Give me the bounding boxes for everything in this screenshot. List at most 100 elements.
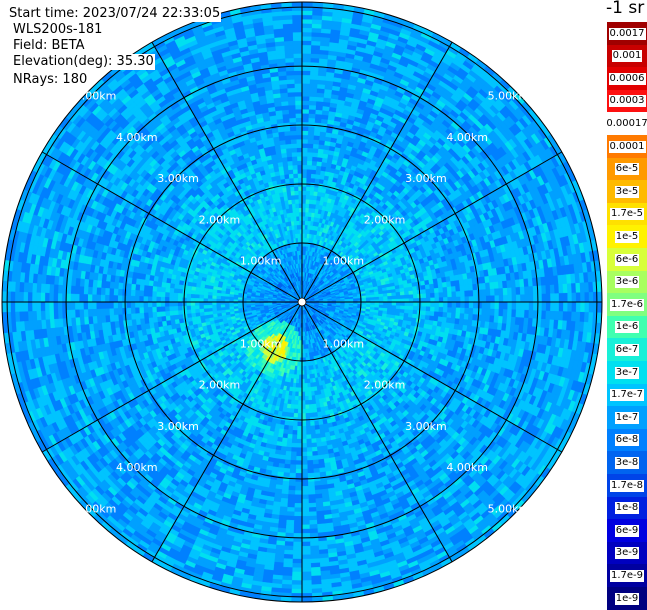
radar-cell — [302, 195, 306, 199]
radar-cell — [309, 199, 313, 204]
radar-cell — [286, 412, 291, 417]
radar-cell — [305, 383, 308, 388]
radar-cell — [195, 287, 200, 291]
radar-cell — [212, 293, 217, 296]
radar-cell — [294, 191, 298, 196]
radar-cell — [298, 413, 302, 417]
radar-cell — [413, 294, 417, 298]
radar-cell — [298, 191, 302, 195]
radar-cell — [212, 305, 216, 308]
radar-cell — [405, 306, 410, 310]
radar-cell — [204, 288, 209, 292]
radar-cell — [298, 199, 302, 203]
radar-cell — [305, 400, 309, 405]
radar-cell — [305, 221, 308, 225]
radar-cell — [298, 353, 300, 357]
radar-cell — [408, 313, 413, 317]
radar-cell — [298, 401, 302, 405]
radar-cell — [409, 298, 413, 302]
radar-cell — [309, 195, 313, 200]
radar-cell — [383, 308, 388, 311]
radar-cell — [297, 370, 300, 374]
radar-cell — [306, 195, 310, 200]
radar-cell — [313, 195, 317, 200]
radar-cell — [306, 186, 310, 190]
radar-cell — [396, 309, 401, 313]
radar-cell — [353, 304, 357, 306]
radar-cell — [404, 309, 409, 313]
radar-cell — [412, 314, 417, 319]
radar-cell — [295, 204, 299, 208]
radar-cell — [287, 408, 291, 413]
radar-cell — [392, 295, 396, 299]
radar-cell — [297, 366, 300, 370]
radar-cell — [195, 309, 200, 313]
radar-cell — [307, 221, 310, 226]
radar-cell — [404, 313, 409, 317]
radar-cell — [309, 404, 313, 409]
radar-cell — [302, 413, 306, 417]
radar-cell — [296, 379, 299, 383]
radar-cell — [191, 298, 195, 302]
radar-cell — [302, 199, 306, 203]
radar-cell — [306, 191, 310, 196]
radar-cell — [208, 295, 212, 299]
radar-cell — [413, 298, 417, 302]
radar-cell — [305, 396, 309, 400]
radar-cell — [366, 304, 370, 307]
radar-cell — [186, 294, 190, 298]
radar-cell — [293, 383, 296, 388]
radar-cell — [290, 191, 294, 196]
radar-cell — [396, 299, 400, 302]
radar-cell — [308, 208, 312, 213]
radar-cell — [212, 296, 216, 299]
radar-cell — [404, 291, 409, 295]
radar-cell — [295, 195, 299, 200]
radar-cell — [409, 290, 414, 294]
radar-cell — [362, 304, 366, 306]
radar-cell — [302, 401, 306, 405]
radar-cell — [199, 298, 203, 302]
radar-cell — [204, 305, 208, 309]
radar-cell — [304, 234, 307, 238]
radar-cell — [401, 302, 405, 306]
radar-cell — [313, 191, 317, 196]
radar-cell — [298, 409, 302, 413]
radar-cell — [298, 405, 302, 409]
radar-cell — [388, 296, 392, 299]
radar-cell — [396, 305, 400, 309]
radar-cell — [305, 199, 309, 204]
radar-cell — [195, 291, 200, 295]
radar-cell — [396, 292, 401, 296]
radar-cell — [298, 362, 300, 366]
radar-cell — [294, 186, 298, 190]
radar-cell — [304, 229, 307, 233]
radar-cell — [305, 216, 308, 221]
radar-cell — [195, 295, 200, 299]
radar-cell — [309, 396, 313, 401]
radar-cell — [287, 404, 291, 409]
radar-cell — [199, 295, 204, 299]
radar-cell — [291, 400, 295, 405]
radar-cell — [204, 309, 209, 313]
radar-cell — [195, 306, 200, 310]
radar-cell — [294, 409, 298, 414]
radar-cell — [413, 302, 417, 306]
radar-cell — [290, 187, 294, 192]
radar-cell — [395, 312, 400, 316]
radar-cell — [234, 297, 238, 300]
radar-cell — [221, 296, 225, 299]
radar-cell — [401, 298, 405, 302]
radar-cell — [314, 187, 319, 192]
radar-cell — [290, 413, 294, 418]
radar-cell — [299, 203, 302, 207]
radar-cell — [296, 216, 299, 221]
radar-cell — [405, 295, 410, 299]
radar-cell — [295, 405, 299, 410]
radar-cell — [304, 246, 306, 250]
radar-cell — [379, 305, 383, 308]
radar-cell — [186, 302, 190, 306]
radar-cell — [191, 290, 196, 294]
radar-cell — [310, 413, 314, 418]
